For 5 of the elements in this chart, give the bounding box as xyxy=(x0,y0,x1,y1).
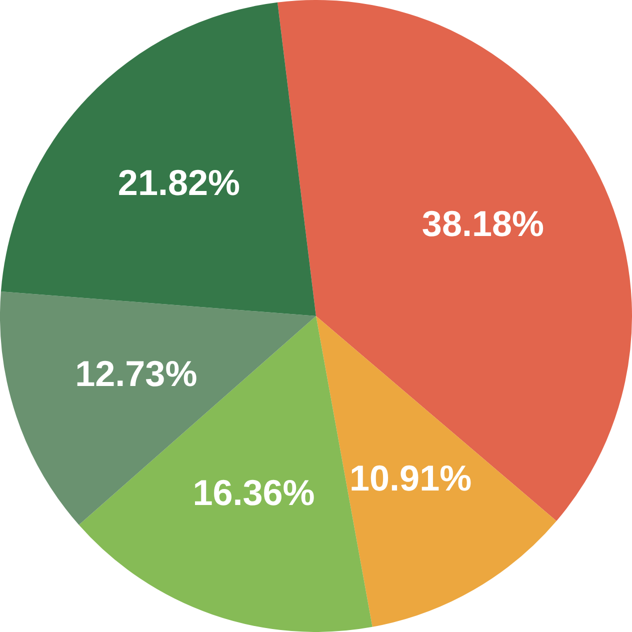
data-label: 16.36% xyxy=(192,472,315,514)
data-label: 21.82% xyxy=(118,162,240,203)
data-label: 10.91% xyxy=(350,457,472,498)
data-label: 38.18% xyxy=(422,203,544,244)
data-label: 12.73% xyxy=(75,352,198,394)
